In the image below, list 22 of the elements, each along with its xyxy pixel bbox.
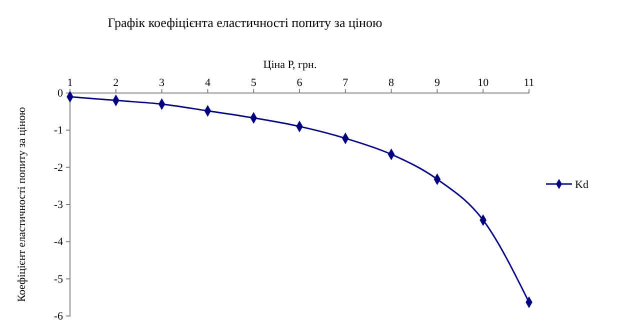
x-tick-label: 2	[113, 77, 119, 89]
x-tick-label: 3	[159, 77, 166, 89]
x-tick-label: 7	[342, 77, 349, 89]
x-tick-label: 5	[250, 77, 257, 89]
y-tick-label: -6	[54, 310, 64, 323]
y-tick-label: -3	[54, 199, 64, 212]
y-tick-label: 0	[58, 88, 64, 100]
x-tick-label: 6	[296, 77, 303, 89]
y-tick-label: -1	[54, 124, 63, 137]
x-tick-label: 4	[204, 77, 211, 89]
x-tick-label: 11	[524, 77, 534, 89]
x-tick-label: 10	[478, 77, 490, 89]
chart-title: Графік коефіцієнта еластичності попиту за ціною	[108, 15, 382, 30]
x-tick-label: 1	[67, 77, 73, 89]
y-tick-label: -5	[54, 273, 64, 286]
legend-label: Kd	[575, 179, 589, 191]
x-axis-title: Ціна Р, грн.	[263, 59, 317, 71]
y-tick-label: -2	[54, 162, 63, 174]
y-axis-title: Коефіцієнт еластичності попиту за ціною	[16, 107, 28, 302]
y-tick-label: -4	[54, 236, 64, 248]
x-tick-label: 8	[388, 77, 395, 89]
x-tick-label: 9	[434, 77, 440, 89]
